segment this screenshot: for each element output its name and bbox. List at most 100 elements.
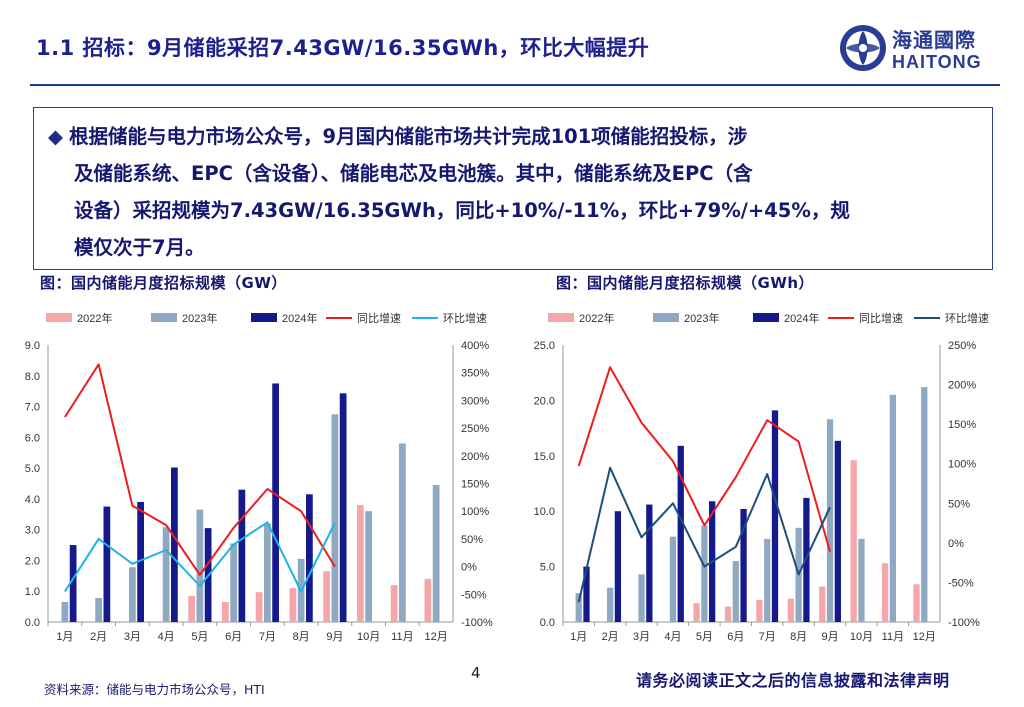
legend-swatch-2022年 bbox=[548, 313, 574, 322]
bar-2023年-1月 bbox=[575, 593, 582, 622]
x-tick-label: 1月 bbox=[56, 631, 73, 643]
x-tick-label: 12月 bbox=[913, 631, 936, 643]
bar-2023年-11月 bbox=[889, 394, 897, 622]
bar-2023年-3月 bbox=[129, 567, 136, 622]
x-tick-label: 2月 bbox=[90, 631, 107, 643]
x-tick-label: 10月 bbox=[357, 631, 380, 643]
bar-2023年-2月 bbox=[606, 587, 614, 622]
bar-2022年-5月 bbox=[188, 595, 195, 622]
x-tick-label: 7月 bbox=[759, 631, 776, 643]
bar-2023年-10月 bbox=[858, 538, 865, 622]
y2-tick-label: 200% bbox=[948, 380, 976, 392]
x-tick-label: 9月 bbox=[821, 631, 838, 643]
x-tick-label: 10月 bbox=[850, 631, 873, 643]
y-tick-label: 0.0 bbox=[540, 617, 555, 629]
y2-tick-label: 250% bbox=[461, 423, 489, 435]
y-tick-label: 20.0 bbox=[534, 395, 555, 407]
y-tick-label: 25.0 bbox=[534, 340, 555, 352]
legend-swatch-2022年 bbox=[46, 313, 72, 322]
bar-2022年-10月 bbox=[850, 460, 857, 622]
y2-tick-label: 50% bbox=[461, 534, 483, 546]
legend-label: 同比增速 bbox=[357, 311, 401, 325]
y2-tick-label: 0% bbox=[948, 538, 964, 550]
x-tick-label: 8月 bbox=[790, 631, 807, 643]
bar-2023年-7月 bbox=[764, 538, 771, 622]
bar-2023年-1月 bbox=[61, 601, 69, 622]
legend-label: 2022年 bbox=[77, 311, 112, 325]
bar-2023年-2月 bbox=[95, 597, 102, 622]
bar-2023年-4月 bbox=[669, 536, 677, 622]
legend-swatch-2023年 bbox=[151, 313, 177, 322]
y-tick-label: 2.0 bbox=[25, 555, 40, 567]
legend-label: 2024年 bbox=[784, 311, 819, 325]
y-tick-label: 15.0 bbox=[534, 451, 555, 463]
bar-2024年-6月 bbox=[238, 489, 246, 622]
line-同比增速 bbox=[577, 366, 831, 552]
summary-line: 模仅次于7月。 bbox=[74, 236, 205, 259]
haitong-emblem-icon bbox=[840, 25, 886, 71]
bar-2023年-6月 bbox=[732, 561, 739, 622]
x-tick-label: 12月 bbox=[425, 631, 448, 643]
y2-tick-label: 400% bbox=[461, 340, 489, 352]
summary-line-text: 根据储能与电力市场公众号，9月国内储能市场共计完成101项储能招投标，涉 bbox=[69, 125, 748, 148]
y2-tick-label: -100% bbox=[461, 617, 493, 629]
y-tick-label: 3.0 bbox=[25, 525, 40, 537]
chart-gwh: 2022年 2023年 2024年 同比增速 环比增速 0.0 5.0 10.0 15.0 20.… bbox=[534, 311, 989, 643]
x-tick-label: 8月 bbox=[293, 631, 310, 643]
x-tick-label: 1月 bbox=[570, 631, 587, 643]
bar-2022年-11月 bbox=[881, 563, 889, 622]
x-tick-label: 3月 bbox=[124, 631, 141, 643]
bar-2022年-8月 bbox=[289, 588, 297, 622]
page-title: 1.1 招标：9月储能采招7.43GW/16.35GWh，环比大幅提升 bbox=[36, 36, 650, 60]
bar-2024年-1月 bbox=[69, 545, 77, 622]
y-tick-label: 8.0 bbox=[25, 371, 40, 383]
bar-2024年-7月 bbox=[272, 383, 279, 622]
bar-2024年-3月 bbox=[646, 504, 653, 622]
bar-2023年-3月 bbox=[638, 574, 645, 622]
x-tick-label: 11月 bbox=[391, 631, 413, 643]
y2-tick-label: 200% bbox=[461, 451, 489, 463]
chart-gw: 2022年 2023年 2024年 同比增速 环比增速 0.0 1.0 2.0 3.0 4.0 5.… bbox=[25, 311, 493, 643]
y-tick-label: 7.0 bbox=[25, 402, 40, 414]
bar-2024年-2月 bbox=[614, 511, 622, 622]
bar-2022年-10月 bbox=[357, 505, 364, 622]
bar-2022年-12月 bbox=[913, 584, 920, 622]
bar-2023年-6月 bbox=[230, 543, 237, 622]
legend-label: 2023年 bbox=[684, 311, 719, 325]
summary-line: 及储能系统、EPC（含设备）、储能电芯及电池簇。其中，储能系统及EPC（含 bbox=[74, 162, 753, 185]
y2-tick-label: 250% bbox=[948, 340, 976, 352]
bar-2023年-12月 bbox=[921, 387, 928, 622]
y-tick-label: 1.0 bbox=[25, 586, 40, 598]
x-tick-label: 9月 bbox=[326, 631, 343, 643]
legend-label: 环比增速 bbox=[945, 311, 989, 325]
bar-2022年-9月 bbox=[819, 586, 826, 622]
bar-2023年-10月 bbox=[365, 511, 372, 622]
bar-2024年-2月 bbox=[103, 506, 111, 622]
legend-label: 环比增速 bbox=[443, 311, 487, 325]
bar-2022年-9月 bbox=[323, 571, 330, 622]
x-tick-label: 3月 bbox=[633, 631, 650, 643]
bar-2024年-3月 bbox=[137, 501, 144, 622]
disclaimer: 请务必阅读正文之后的信息披露和法律声明 bbox=[636, 671, 950, 690]
bar-2022年-11月 bbox=[390, 585, 398, 622]
line-同比增速 bbox=[64, 363, 336, 576]
y2-tick-label: -50% bbox=[461, 589, 487, 601]
y2-tick-label: 300% bbox=[461, 395, 489, 407]
y-tick-label: 10.0 bbox=[534, 506, 555, 518]
legend-swatch-2024年 bbox=[251, 313, 277, 322]
y2-tick-label: 100% bbox=[948, 459, 976, 471]
source-note: 资料来源：储能与电力市场公众号，HTI bbox=[44, 682, 265, 697]
bar-2023年-7月 bbox=[264, 523, 271, 622]
bar-2023年-5月 bbox=[196, 509, 204, 622]
y-tick-label: 5.0 bbox=[25, 463, 40, 475]
bar-2023年-11月 bbox=[399, 443, 406, 622]
legend-label: 2022年 bbox=[579, 311, 614, 325]
y-tick-label: 6.0 bbox=[25, 432, 40, 444]
legend-swatch-2023年 bbox=[653, 313, 679, 322]
legend-label: 2024年 bbox=[282, 311, 317, 325]
bar-2022年-6月 bbox=[222, 601, 229, 622]
bar-2024年-4月 bbox=[171, 467, 178, 622]
haitong-logo: 海通國際 HAITONG bbox=[838, 22, 998, 80]
bar-2024年-9月 bbox=[834, 440, 841, 622]
summary-text: ◆ 根据储能与电力市场公众号，9月国内储能市场共计完成101项储能招投标，涉 及储… bbox=[48, 118, 982, 266]
